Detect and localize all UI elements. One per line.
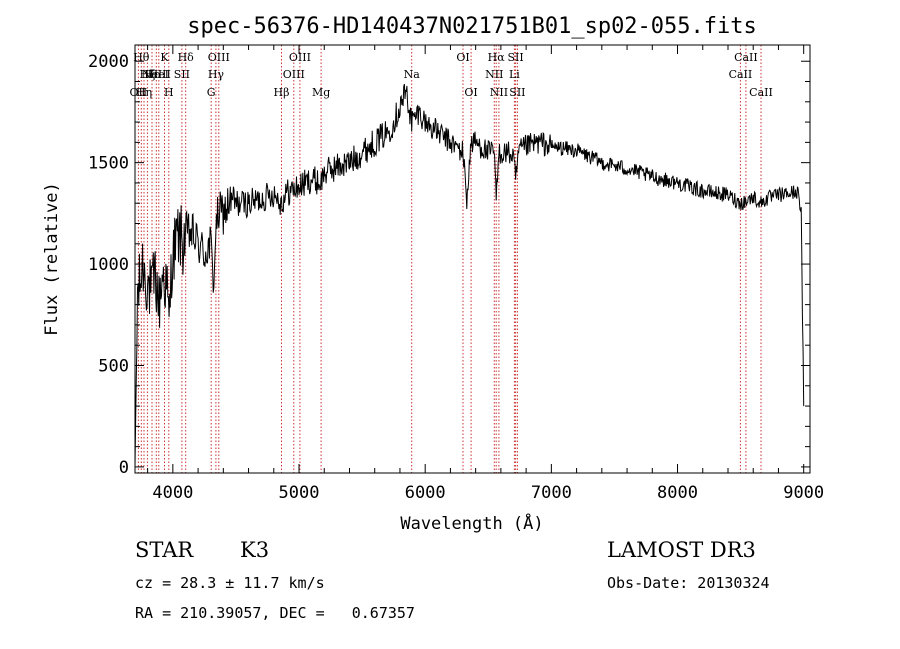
line-label-4: Hε	[144, 68, 160, 81]
line-label-0: OII	[130, 86, 148, 99]
y-axis-label: Flux (relative)	[42, 182, 62, 336]
line-label-13: OIII	[208, 51, 230, 64]
line-label-12: Hγ	[208, 68, 225, 81]
x-tick-label: 7000	[531, 483, 572, 503]
line-label-10: Hδ	[178, 51, 195, 64]
y-tick-label: 500	[98, 356, 129, 376]
redshift-velocity: cz = 28.3 ± 11.7 km/s	[135, 574, 325, 592]
line-label-11: G	[207, 86, 216, 99]
line-label-29: CaII	[749, 86, 773, 99]
x-axis-label: Wavelength (Å)	[400, 512, 543, 534]
chart-title: spec-56376-HD140437N021751B01_sp02-055.f…	[187, 14, 757, 39]
x-tick-label: 9000	[783, 483, 824, 503]
line-label-1: Hθ	[133, 51, 150, 64]
line-label-15: OIII	[283, 68, 305, 81]
line-label-26: SII	[509, 86, 525, 99]
observation-date: Obs-Date: 20130324	[607, 574, 770, 592]
x-axis: 4000 5000 6000 7000 8000 9000	[147, 45, 824, 503]
line-label-24: Li	[509, 68, 520, 81]
coordinates: RA = 210.39057, DEC = 0.67357	[135, 604, 415, 622]
line-label-28: CaII	[734, 51, 758, 64]
line-label-14: Hβ	[274, 86, 290, 99]
spectral-line-markers	[137, 45, 762, 473]
line-label-17: Mg	[312, 86, 330, 99]
line-label-8: H	[164, 86, 174, 99]
line-label-25: SII	[507, 51, 523, 64]
spectrum-series-line	[134, 83, 805, 467]
x-tick-label: 8000	[657, 483, 698, 503]
x-tick-label: 5000	[279, 483, 320, 503]
spectral-line-labels: OIIHθHηHζHεNeIIIHeIKHSIIHδGHγOIIIHβOIIIO…	[130, 51, 773, 99]
line-label-6: HeI	[149, 68, 169, 81]
y-tick-label: 1500	[88, 154, 129, 174]
line-label-27: CaII	[729, 68, 753, 81]
line-label-16: OIII	[289, 51, 311, 64]
line-label-7: K	[160, 51, 169, 64]
line-label-23: NII	[490, 86, 508, 99]
line-label-22: Hα	[488, 51, 506, 64]
line-label-20: OI	[464, 86, 477, 99]
line-label-9: SII	[174, 68, 190, 81]
line-label-21: NII	[485, 68, 503, 81]
line-label-18: Na	[404, 68, 421, 81]
survey-name: LAMOST DR3	[607, 538, 756, 562]
x-tick-label: 4000	[152, 483, 193, 503]
y-axis: 0 500 1000 1500 2000	[88, 52, 810, 478]
plot-frame	[134, 44, 811, 474]
line-label-2: Hη	[136, 86, 152, 99]
y-tick-label: 2000	[88, 52, 129, 72]
y-tick-label: 1000	[88, 255, 129, 275]
line-label-3: Hζ	[140, 68, 156, 81]
line-label-19: OI	[456, 51, 469, 64]
object-subclass: K3	[240, 538, 270, 562]
object-class: STAR	[135, 538, 194, 562]
x-tick-label: 6000	[405, 483, 446, 503]
line-label-5: NeIII	[142, 68, 171, 81]
y-tick-label: 0	[119, 458, 129, 478]
